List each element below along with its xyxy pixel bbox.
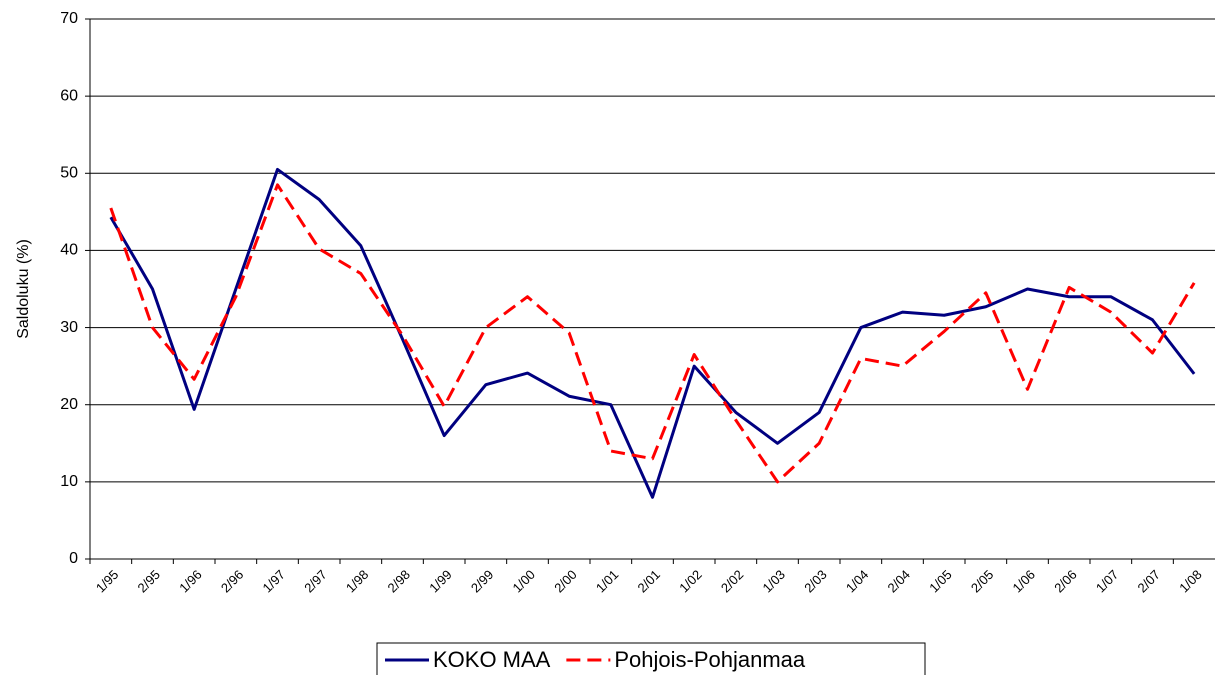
x-tick-label: 2/97 (301, 567, 330, 596)
x-tick-label: 1/97 (260, 567, 289, 596)
y-axis-label: Saldoluku (%) (15, 239, 32, 339)
x-tick-label: 1/96 (176, 567, 205, 596)
x-tick-label: 1/01 (593, 567, 622, 596)
x-tick-label: 1/99 (426, 567, 455, 596)
y-tick-label: 70 (60, 10, 78, 27)
y-tick-label: 60 (60, 87, 78, 104)
x-tick-label: 2/95 (135, 567, 164, 596)
x-tick-label: 2/03 (801, 567, 830, 596)
x-tick-label: 2/02 (718, 567, 747, 596)
x-tick-label: 2/01 (635, 567, 664, 596)
x-tick-label: 1/02 (676, 567, 705, 596)
legend-label: KOKO MAA (433, 647, 551, 672)
y-tick-label: 20 (60, 396, 78, 413)
x-tick-label: 2/06 (1051, 567, 1080, 596)
legend-box (376, 642, 926, 675)
x-tick-label: 2/98 (385, 567, 414, 596)
x-tick-label: 1/98 (343, 567, 372, 596)
legend: KOKO MAA Pohjois-Pohjanmaa (376, 642, 926, 675)
x-tick-label: 1/04 (843, 567, 872, 596)
x-tick-label: 1/05 (926, 567, 955, 596)
line-series (109, 183, 1196, 484)
x-tick-label: 1/08 (1176, 567, 1205, 596)
y-tick-label: 50 (60, 165, 78, 182)
y-tick-label: 30 (60, 319, 78, 336)
x-tick-label: 2/04 (885, 567, 914, 596)
x-tick-label: 1/06 (1010, 567, 1039, 596)
x-tick-label: 1/00 (510, 567, 539, 596)
legend-label: Pohjois-Pohjanmaa (614, 647, 806, 672)
x-tick-label: 2/07 (1135, 567, 1164, 596)
y-tick-label: 40 (60, 242, 78, 259)
line-series (109, 167, 1196, 499)
y-tick-label: 0 (69, 550, 78, 567)
x-tick-label: 1/07 (1093, 567, 1122, 596)
x-tick-label: 2/05 (968, 567, 997, 596)
x-tick-label: 1/95 (93, 567, 122, 596)
x-tick-label: 1/03 (760, 567, 789, 596)
x-tick-label: 2/00 (551, 567, 580, 596)
x-tick-label: 2/96 (218, 567, 247, 596)
y-tick-label: 10 (60, 473, 78, 490)
x-tick-label: 2/99 (468, 567, 497, 596)
